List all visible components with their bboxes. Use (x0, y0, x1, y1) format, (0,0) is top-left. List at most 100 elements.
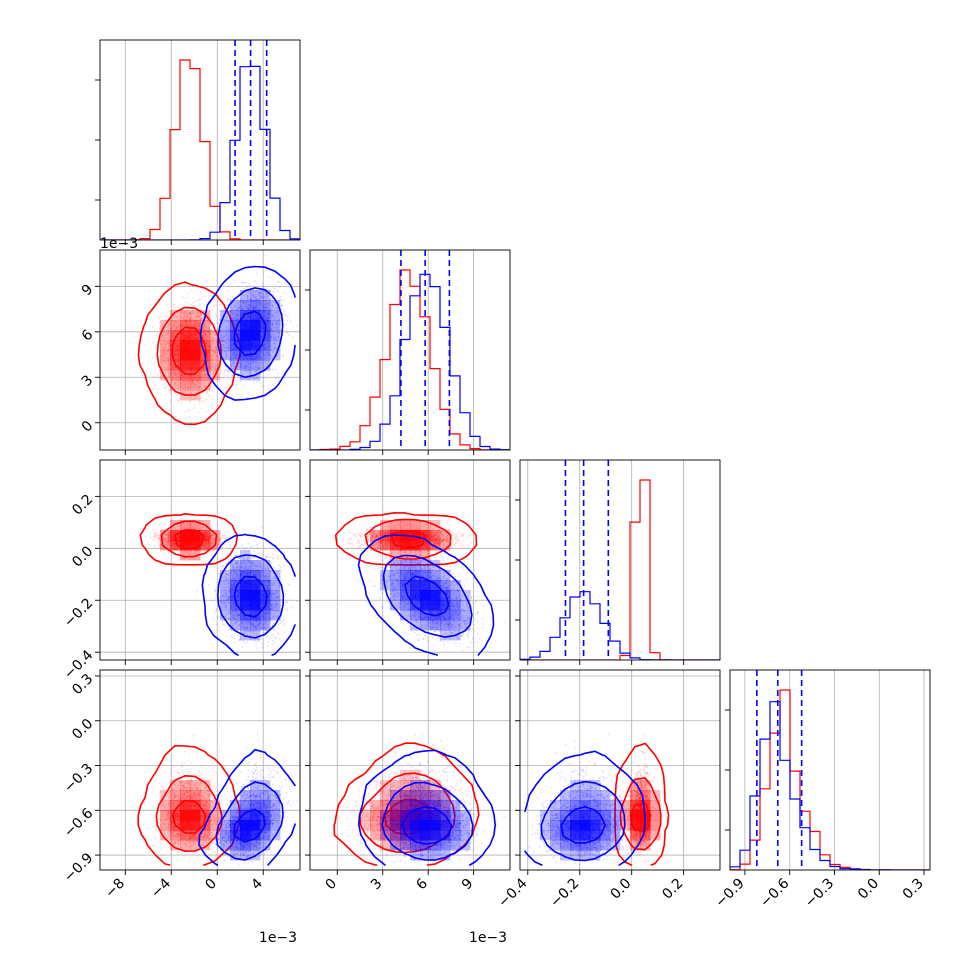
scatter-point (168, 390, 171, 392)
scatter-point (167, 330, 170, 333)
scatter-point (283, 291, 286, 294)
scatter-point (158, 316, 161, 319)
scatter-point (205, 410, 207, 413)
scatter-point (193, 398, 196, 401)
scatter-point (207, 312, 209, 315)
scatter-point (204, 322, 207, 325)
scatter-point (200, 400, 203, 402)
density-cell (260, 290, 271, 301)
scatter-point (154, 333, 157, 336)
scatter-point (223, 374, 226, 377)
scatter-point (210, 348, 212, 351)
scatter-point (173, 326, 176, 329)
scatter-point (189, 399, 192, 402)
scatter-point (210, 368, 213, 371)
scatter-point (207, 327, 210, 330)
scatter-point (227, 289, 230, 292)
scatter-point (181, 391, 183, 394)
scatter-point (214, 304, 217, 306)
density-cell (250, 320, 261, 331)
scatter-point (174, 392, 177, 394)
scatter-point (204, 373, 207, 376)
scatter-point (172, 297, 175, 300)
scatter-point (198, 403, 201, 406)
scatter-point (167, 357, 170, 360)
scatter-point (195, 394, 198, 397)
scatter-point (211, 348, 214, 351)
scatter-point (211, 390, 214, 393)
scatter-point (158, 369, 161, 371)
scatter-point (189, 318, 192, 320)
scatter-point (198, 399, 200, 402)
scatter-point (198, 400, 201, 403)
scatter-point (161, 334, 164, 337)
density-cell (170, 320, 181, 331)
scatter-point (205, 301, 208, 304)
scatter-point (242, 384, 245, 387)
density-cell (240, 340, 251, 351)
scatter-point (177, 389, 179, 392)
scatter-point (205, 398, 208, 401)
scatter-point (200, 379, 203, 382)
scatter-point (188, 313, 191, 315)
scatter-point (161, 335, 163, 337)
scatter-point (183, 384, 186, 386)
density-cell (250, 330, 261, 341)
scatter-point (166, 303, 168, 306)
scatter-point (175, 320, 178, 323)
scatter-point (221, 553, 223, 555)
scatter-point (203, 385, 206, 387)
scatter-point (292, 335, 295, 338)
scatter-point (175, 382, 177, 385)
scatter-point (220, 369, 223, 372)
scatter-point (187, 409, 190, 412)
scatter-point (202, 325, 205, 328)
scatter-point (200, 371, 203, 373)
scatter-point (170, 372, 173, 374)
scatter-point (276, 372, 279, 375)
scatter-point (175, 326, 178, 329)
scatter-point (190, 315, 193, 318)
scatter-point (175, 326, 178, 329)
scatter-point (174, 324, 177, 326)
scatter-point (190, 392, 193, 395)
scatter-point (212, 550, 215, 553)
scatter-point (169, 400, 171, 403)
scatter-point (210, 367, 212, 370)
grid (336, 250, 475, 450)
scatter-point (171, 325, 174, 327)
scatter-point (175, 327, 177, 330)
scatter-point (207, 409, 210, 412)
scatter-point (163, 383, 166, 386)
scatter-point (234, 370, 237, 373)
histogram-series (310, 273, 510, 450)
scatter-point (170, 328, 172, 330)
scatter-point (214, 313, 217, 316)
scatter-point (210, 359, 213, 362)
panel-1-1 (305, 249, 511, 455)
scatter-point (207, 322, 210, 325)
scatter-point (228, 284, 230, 287)
scatter-point (167, 363, 170, 366)
plot-area (137, 254, 298, 426)
scatter-point (189, 384, 192, 387)
scatter-point (198, 311, 200, 314)
scatter-point (233, 279, 236, 282)
scatter-point (188, 381, 191, 383)
scatter-point (179, 384, 181, 386)
scatter-point (167, 372, 170, 374)
scatter-point (282, 353, 285, 356)
scatter-point (180, 311, 183, 313)
scatter-point (279, 296, 282, 298)
scatter-point (281, 304, 283, 307)
scatter-point (185, 383, 188, 385)
scatter-point (281, 355, 284, 358)
scatter-point (160, 353, 163, 356)
scatter-point (215, 341, 218, 344)
scatter-point (177, 383, 180, 386)
scatter-point (191, 382, 194, 385)
scatter-point (176, 380, 179, 383)
scatter-point (173, 370, 176, 373)
scatter-point (177, 393, 180, 396)
scatter-point (269, 276, 272, 279)
